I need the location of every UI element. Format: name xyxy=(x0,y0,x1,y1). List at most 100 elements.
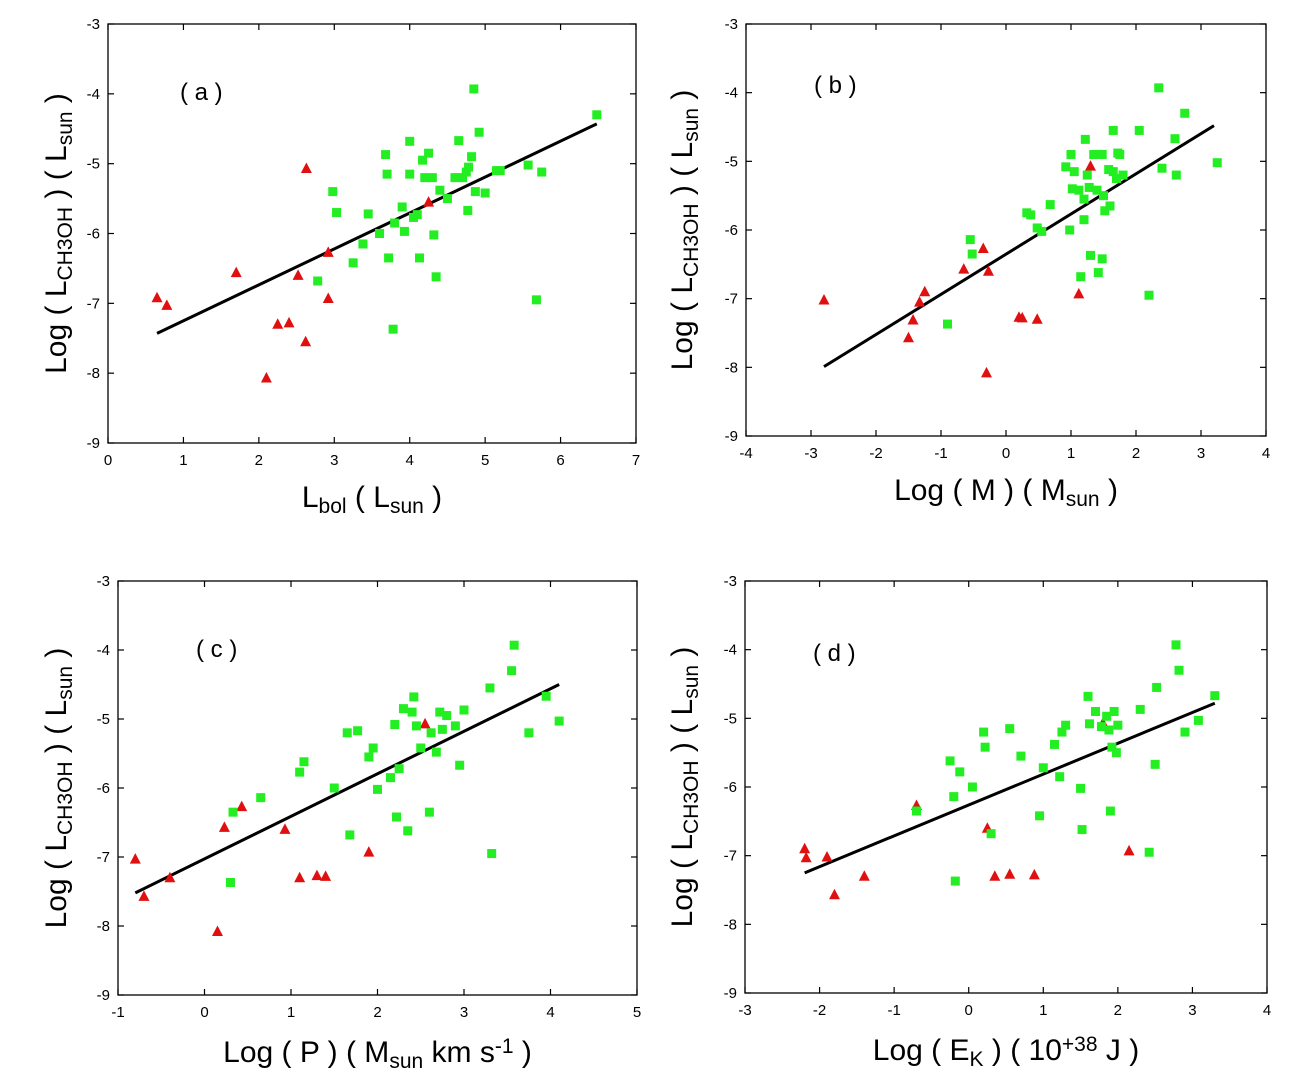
y-tick-label: -6 xyxy=(87,226,100,243)
y-tick-label: -3 xyxy=(725,16,738,33)
data-point-triangle xyxy=(218,821,230,832)
data-point-square xyxy=(1118,170,1128,180)
x-tick-label: 4 xyxy=(1262,445,1270,462)
y-tick-label: -5 xyxy=(724,710,737,727)
data-point-square xyxy=(348,258,358,268)
data-point-triangle xyxy=(919,285,931,297)
data-point-square xyxy=(1089,149,1099,159)
x-tick-label: -2 xyxy=(869,445,882,462)
x-tick-label: -3 xyxy=(738,1002,751,1019)
data-point-square xyxy=(554,716,564,726)
data-point-square xyxy=(363,209,373,219)
x-tick-label: 0 xyxy=(200,1004,208,1021)
data-point-square xyxy=(392,812,402,822)
panel-b: -4 -3 -2 -1 0 1 2 3 4 -9 -8 -7 -6 -5 -4 -3 ( b ) Log ( M … xyxy=(666,16,1270,511)
data-point-square xyxy=(373,784,382,794)
data-point-square xyxy=(431,747,441,757)
y-tick-label: -4 xyxy=(87,86,100,103)
data-point-triangle xyxy=(138,890,150,901)
x-tick-label: 1 xyxy=(179,452,187,469)
y-tick-label: -7 xyxy=(87,295,100,312)
data-point-square xyxy=(507,666,517,676)
data-point-triangle xyxy=(300,335,312,347)
data-point-square xyxy=(1083,691,1093,701)
data-point-square xyxy=(450,721,460,731)
data-point-square xyxy=(403,826,413,836)
data-point-square xyxy=(1084,182,1094,192)
data-point-triangle xyxy=(164,871,176,883)
y-tick-label: -4 xyxy=(97,642,110,659)
data-point-square xyxy=(1170,134,1180,144)
fit-line xyxy=(134,683,560,895)
data-point-square xyxy=(1105,806,1115,816)
data-point-square xyxy=(313,276,323,286)
data-point-triangle xyxy=(151,291,163,303)
x-tick-label: -2 xyxy=(813,1002,826,1019)
data-point-triangle xyxy=(292,269,304,280)
data-point-triangle xyxy=(903,331,914,343)
data-point-square xyxy=(1061,720,1071,730)
data-point-square xyxy=(1212,158,1222,168)
y-tick-label: -3 xyxy=(724,573,737,590)
data-point-square xyxy=(459,705,469,715)
data-point-square xyxy=(1193,715,1203,725)
data-point-triangle xyxy=(419,717,431,729)
data-point-square xyxy=(426,728,436,738)
data-point-square xyxy=(1076,783,1086,793)
data-point-square xyxy=(382,169,392,179)
data-point-square xyxy=(1045,200,1055,210)
data-point-square xyxy=(986,829,996,839)
data-point-square xyxy=(1092,185,1102,195)
y-tick-label: -5 xyxy=(87,156,100,173)
x-tick-label: 6 xyxy=(556,452,564,469)
data-point-square xyxy=(1069,167,1079,177)
data-point-square xyxy=(1079,194,1089,204)
data-point-square xyxy=(1082,170,1092,180)
x-tick-label: 4 xyxy=(546,1004,554,1021)
fit-line xyxy=(156,122,598,335)
data-point-square xyxy=(390,218,400,228)
data-point-square xyxy=(435,185,445,195)
data-point-square xyxy=(467,152,477,162)
data-point-square xyxy=(495,166,505,176)
panel-label: ( a ) xyxy=(180,79,223,106)
data-point-square xyxy=(1005,724,1015,734)
data-point-square xyxy=(541,691,551,701)
data-point-triangle xyxy=(311,869,323,881)
data-point-square xyxy=(979,727,989,737)
data-point-square xyxy=(407,707,417,717)
data-point-square xyxy=(345,830,355,840)
data-point-square xyxy=(1150,759,1160,769)
data-point-triangle xyxy=(211,925,223,937)
fit-line xyxy=(823,124,1215,368)
data-point-triangle xyxy=(320,870,332,881)
data-point-square xyxy=(429,230,439,240)
y-tick-label: -4 xyxy=(725,85,738,102)
x-tick-label: 0 xyxy=(1002,445,1010,462)
data-point-square xyxy=(455,760,465,770)
data-point-square xyxy=(1104,725,1114,735)
data-point-square xyxy=(470,187,480,197)
y-tick-label: -4 xyxy=(724,642,737,659)
data-point-square xyxy=(353,726,363,736)
data-point-square xyxy=(332,208,342,218)
data-point-square xyxy=(949,792,959,802)
y-tick-label: -6 xyxy=(97,780,110,797)
x-tick-label: 3 xyxy=(1188,1002,1196,1019)
data-point-square xyxy=(415,253,425,263)
fit-line xyxy=(804,701,1216,875)
x-axis-label: Lbol ( Lsun ) xyxy=(302,481,442,518)
data-point-triangle xyxy=(1028,868,1040,880)
data-point-square xyxy=(1097,149,1107,159)
x-tick-label: 2 xyxy=(373,1004,381,1021)
x-tick-label: 4 xyxy=(1263,1002,1271,1019)
data-point-square xyxy=(228,807,238,817)
data-point-square xyxy=(1152,682,1162,692)
data-point-square xyxy=(1032,223,1042,233)
panel-label: ( c ) xyxy=(196,636,237,663)
data-point-square xyxy=(458,173,468,183)
data-point-triangle xyxy=(129,853,141,864)
data-point-square xyxy=(1066,149,1076,159)
x-tick-label: 5 xyxy=(481,452,489,469)
data-point-square xyxy=(450,173,460,183)
